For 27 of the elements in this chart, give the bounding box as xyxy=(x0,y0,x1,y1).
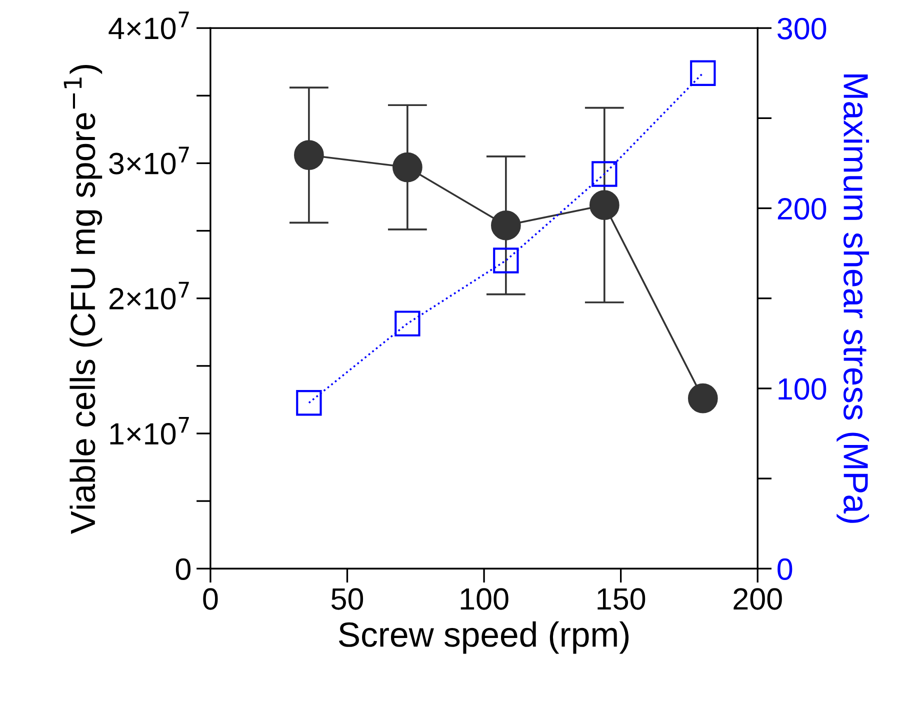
x-tick-label: 0 xyxy=(203,588,218,610)
y2-tick-label: 100 xyxy=(778,378,826,400)
point xyxy=(490,210,521,240)
point xyxy=(394,310,420,336)
point xyxy=(690,60,716,86)
point xyxy=(294,140,324,170)
y-axis-title: Viable cells (CFU mg spore$^{−1}$) xyxy=(64,65,102,534)
point xyxy=(296,390,322,416)
y-tick-label: 0 xyxy=(176,558,191,580)
y-tick-label: 1×10$^{7}$ xyxy=(110,417,189,445)
x-axis-title: Screw speed (rpm) xyxy=(338,621,629,654)
y-tick-label: 4×10$^{7}$ xyxy=(108,12,189,40)
x-tick-label: 100 xyxy=(460,588,508,610)
x-tick-label: 200 xyxy=(734,588,782,610)
x-tick-label: 150 xyxy=(598,588,646,610)
y2-tick-label: 300 xyxy=(778,18,826,40)
point xyxy=(493,248,519,274)
y-tick-label: 2×10$^{7}$ xyxy=(110,282,189,310)
y2-tick-label: 200 xyxy=(778,198,826,220)
y2-tick-label: 0 xyxy=(778,558,792,580)
x-tick-label: 50 xyxy=(331,588,364,610)
point xyxy=(592,161,618,187)
point xyxy=(589,190,620,220)
point xyxy=(392,152,422,182)
point xyxy=(688,383,718,414)
y2-axis-title: Maximum shear stress (MPa) xyxy=(836,74,870,523)
y-tick-label: 3×10$^{7}$ xyxy=(109,146,189,174)
